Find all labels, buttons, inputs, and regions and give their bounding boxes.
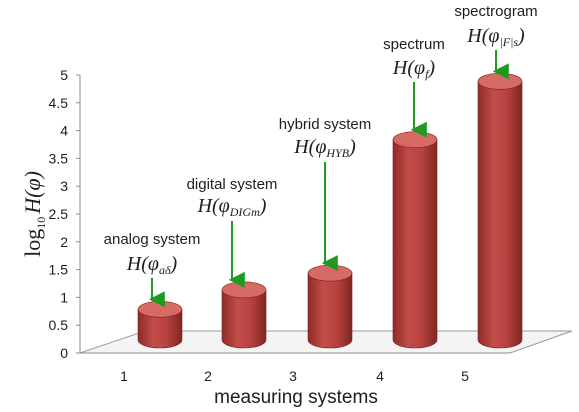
- annotation-label: analog system: [104, 231, 201, 248]
- bar: [221, 281, 267, 349]
- x-tick-label: 2: [204, 368, 212, 384]
- annotation-label: spectrum: [383, 36, 445, 53]
- annotation: analog system H(φaδ): [104, 231, 201, 308]
- formula-main: H(φ: [197, 195, 230, 217]
- y-tick-label: 2: [60, 234, 68, 250]
- x-tick-label: 3: [289, 368, 297, 384]
- y-ticks: 0 0.5 1 1.5 2 2.5 3 3.5 4 4.5 5: [49, 67, 80, 361]
- annotation-formula: H(φHYB): [293, 136, 356, 160]
- annotation-label: hybrid system: [279, 116, 372, 133]
- formula-main: H(φ: [466, 25, 499, 47]
- annotation: spectrum H(φf): [383, 36, 445, 138]
- annotation-label: digital system: [187, 176, 278, 193]
- annotation-label: spectrogram: [454, 3, 537, 20]
- x-tick-label: 1: [120, 368, 128, 384]
- bar: [392, 131, 438, 349]
- y-axis-title-log: log: [20, 229, 45, 257]
- y-tick-label: 5: [60, 67, 68, 83]
- formula-close: ): [427, 57, 435, 79]
- bar-top: [137, 300, 183, 318]
- bar-top: [392, 131, 438, 149]
- bar-body: [221, 289, 267, 349]
- annotation: digital system H(φDIGm): [187, 176, 278, 288]
- formula-close: ): [170, 253, 178, 275]
- bar-body: [477, 81, 523, 349]
- formula-close: ): [348, 136, 356, 158]
- bars: [137, 73, 523, 349]
- bar-top: [221, 281, 267, 299]
- y-tick-label: 2.5: [49, 206, 69, 222]
- annotation-formula: H(φaδ): [126, 253, 178, 277]
- formula-subscript: aδ: [159, 263, 171, 277]
- y-tick-label: 3: [60, 178, 68, 194]
- annotation-formula: H(φ|F|s): [466, 25, 525, 49]
- bar-body: [137, 309, 183, 349]
- y-tick-label: 0.5: [49, 317, 69, 333]
- formula-subscript: HYB: [325, 146, 349, 160]
- y-axis-title: log10 H(φ): [20, 171, 48, 257]
- annotation: spectrogram H(φ|F|s): [454, 3, 538, 80]
- formula-main: H(φ: [126, 253, 159, 275]
- annotation-formula: H(φDIGm): [197, 195, 267, 219]
- bar-top: [307, 264, 353, 282]
- formula-close: ): [517, 25, 525, 47]
- y-tick-label: 3.5: [49, 150, 69, 166]
- formula-main: H(φ: [392, 57, 425, 79]
- bar-body: [392, 139, 438, 349]
- formula-main: H(φ: [293, 136, 326, 158]
- bar: [137, 300, 183, 349]
- bar-body: [307, 272, 353, 349]
- formula-close: ): [259, 195, 267, 217]
- y-tick-label: 0: [60, 345, 68, 361]
- bar-top: [477, 73, 523, 90]
- x-tick-label: 4: [376, 368, 384, 384]
- y-tick-label: 4: [60, 123, 68, 139]
- bar: [307, 264, 353, 349]
- formula-subscript: f: [425, 67, 430, 81]
- x-axis-title: measuring systems: [214, 387, 378, 408]
- formula-subscript: |F|s: [499, 35, 518, 49]
- formula-subscript: DIGm: [229, 205, 260, 219]
- y-axis-title-sub: 10: [34, 217, 48, 229]
- y-tick-label: 4.5: [49, 95, 69, 111]
- x-tick-label: 5: [461, 368, 469, 384]
- annotation-formula: H(φf): [392, 57, 436, 81]
- annotation: hybrid system H(φHYB): [279, 116, 372, 272]
- y-axis-title-expr: H(φ): [20, 171, 45, 215]
- y-tick-label: 1.5: [49, 262, 69, 278]
- bar: [477, 73, 523, 349]
- y-tick-label: 1: [60, 289, 68, 305]
- x-ticks: 1 2 3 4 5: [120, 368, 469, 384]
